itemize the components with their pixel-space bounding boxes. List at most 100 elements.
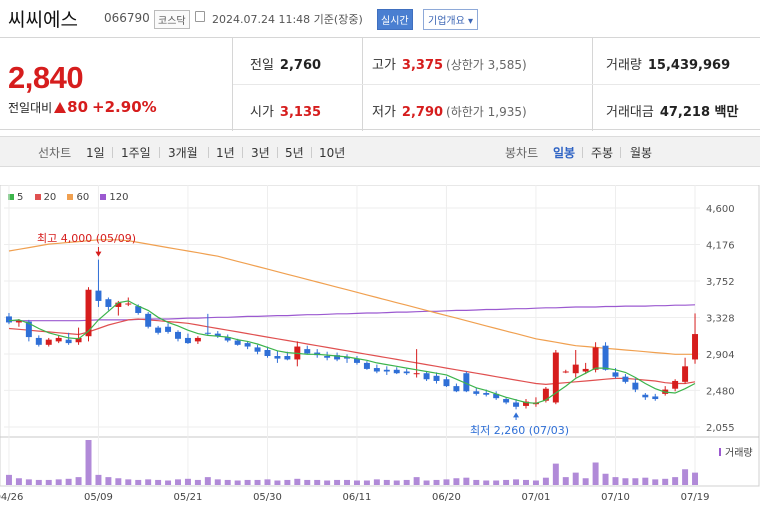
candle-body (503, 399, 510, 403)
volume-bar (244, 479, 251, 485)
volume-bar (165, 480, 172, 485)
candle-body (184, 337, 191, 344)
period-1y[interactable]: 1년 (216, 146, 235, 160)
volume-bar (184, 478, 191, 485)
period-1d[interactable]: 1일 (86, 146, 105, 160)
lower-limit: (하한가 1,935) (446, 105, 527, 119)
volume-bar (95, 474, 102, 485)
volume-bar (175, 479, 181, 485)
change-value: 80 (67, 98, 89, 116)
volume-bar (572, 472, 579, 485)
y-tick-label: 4,176 (706, 240, 735, 251)
divider (582, 147, 583, 158)
candle-weekly[interactable]: 주봉 (591, 146, 614, 160)
volume-bar (383, 479, 390, 485)
candle-body (682, 366, 689, 382)
volume-bar (463, 477, 470, 485)
candle-body (234, 340, 241, 345)
volume-bar (423, 480, 430, 485)
candle-body (165, 326, 172, 332)
volume-bar (344, 479, 351, 485)
candle-body (344, 356, 351, 359)
realtime-button[interactable]: 실시간 (377, 9, 413, 30)
candle-body (125, 303, 132, 305)
divider (620, 147, 621, 158)
candle-body (274, 356, 281, 359)
company-overview-button[interactable]: 기업개요 ▾ (423, 9, 478, 30)
volume-bar (532, 480, 539, 485)
candle-body (135, 306, 142, 313)
prev-close-label: 전일 (250, 58, 274, 73)
amount-label: 거래대금 (606, 105, 654, 120)
candle-body (284, 356, 291, 360)
x-tick-label: 07/19 (681, 492, 710, 503)
candle-body (523, 401, 529, 406)
x-tick-label: 06/11 (343, 492, 372, 503)
ma5-line (8, 300, 696, 404)
volume-bar (155, 479, 162, 485)
market-badge: 코스닥 (154, 10, 190, 29)
ma120-line (9, 304, 696, 322)
y-tick-label: 2,480 (706, 386, 735, 397)
period-3m[interactable]: 3개월 (168, 146, 198, 160)
candle-body (363, 362, 370, 369)
volume-bar (602, 473, 609, 485)
period-10y[interactable]: 10년 (319, 146, 346, 160)
volume-bar (284, 479, 291, 485)
candle-body (214, 333, 221, 337)
divider (277, 147, 278, 158)
stock-chart[interactable]: 4,600 4,176 3,752 3,328 2,904 2,480 2,055 04/26… (0, 185, 760, 510)
divider (159, 147, 160, 158)
candle-body (692, 334, 699, 360)
legend-ma20: 20 (34, 192, 57, 203)
candle-body (672, 380, 679, 389)
legend-ma120: 120 (100, 192, 129, 203)
volume-bar (443, 479, 450, 485)
period-5y[interactable]: 5년 (285, 146, 304, 160)
x-tick-label: 05/30 (253, 492, 282, 503)
x-tick-label: 07/01 (522, 492, 551, 503)
chart-legend: 5 20 60 120 (8, 192, 137, 203)
y-tick-label: 3,328 (706, 313, 735, 324)
timestamp: 2024.07.24 11:48 기준(장중) (212, 13, 363, 26)
candle-monthly[interactable]: 월봉 (630, 146, 653, 160)
volume-bar (145, 479, 152, 485)
volume-bar (194, 479, 201, 485)
candle-body (115, 302, 122, 307)
x-tick-label: 06/20 (432, 492, 461, 503)
volume-bar (542, 477, 549, 485)
divider (208, 147, 209, 158)
candle-body (453, 386, 460, 392)
volume-bar (105, 477, 112, 485)
candle-body (373, 368, 380, 372)
candle-body (105, 299, 112, 307)
volume-bar (373, 479, 380, 485)
volume-bar (632, 478, 639, 485)
volume-bar (85, 440, 92, 485)
volume-bar (234, 480, 241, 485)
volume-bar (513, 479, 520, 485)
volume-bar (562, 477, 569, 485)
candle-body (5, 316, 12, 323)
volume-bar (353, 480, 360, 485)
candle-body (393, 369, 400, 374)
legend-ma5-label: 5 (17, 192, 24, 203)
line-chart-label: 선차트 (38, 146, 72, 160)
candle-body (383, 369, 390, 372)
candle-body (304, 349, 311, 354)
period-1w[interactable]: 1주일 (121, 146, 151, 160)
candle-body (433, 375, 440, 381)
stock-header: 씨씨에스 066790 코스닥 2024.07.24 11:48 기준(장중) … (0, 0, 760, 36)
volume-bar (453, 478, 460, 485)
period-3y[interactable]: 3년 (251, 146, 270, 160)
legend-ma60: 60 (67, 192, 89, 203)
legend-ma20-label: 20 (43, 192, 57, 203)
volume-bar (642, 477, 649, 485)
volume-bar (264, 479, 271, 485)
candle-daily[interactable]: 일봉 (553, 146, 576, 160)
candle-body (145, 313, 152, 327)
volume-label: 거래량 (606, 58, 642, 73)
volume-bar (363, 480, 370, 485)
candle-body (582, 368, 589, 372)
volume-legend-swatch (719, 448, 721, 456)
